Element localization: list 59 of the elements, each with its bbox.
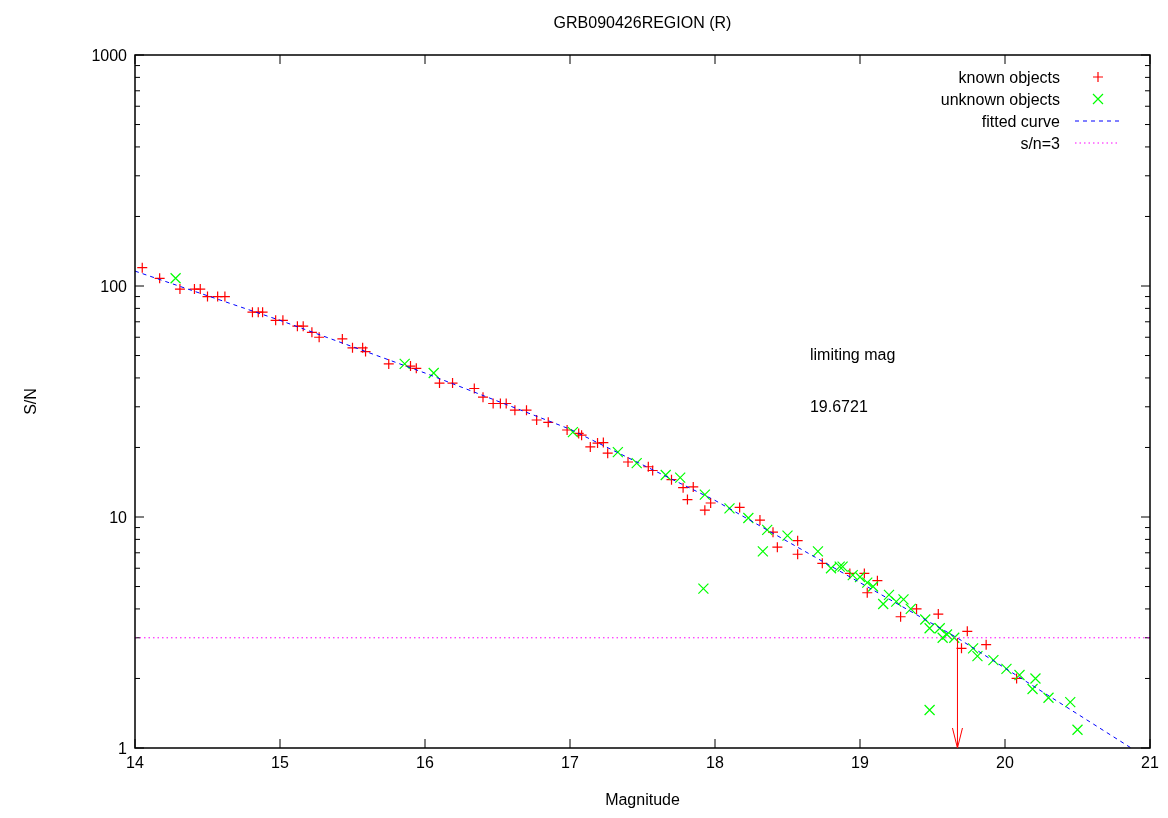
point (987, 654, 999, 666)
point (674, 472, 686, 484)
chart-title: GRB090426REGION (R) (553, 14, 732, 31)
x-tick-label: 15 (271, 754, 289, 771)
point (1013, 669, 1026, 681)
point (170, 272, 182, 284)
x-tick-label: 20 (996, 754, 1014, 771)
point (941, 628, 953, 641)
x-tick-label: 16 (416, 754, 434, 771)
point (867, 580, 879, 593)
point (612, 446, 624, 458)
point (924, 704, 936, 716)
x-tick-label: 19 (851, 754, 869, 771)
point (1026, 683, 1039, 695)
legend-label: fitted curve (981, 113, 1061, 130)
point (905, 603, 917, 615)
point (1029, 672, 1042, 685)
point (967, 642, 979, 654)
legend-label: unknown objects (940, 91, 1060, 108)
point (890, 596, 902, 608)
point (699, 489, 711, 501)
point (723, 502, 736, 514)
point (781, 530, 794, 542)
point (1042, 692, 1055, 704)
point (1064, 696, 1076, 708)
annotation: limiting mag (809, 345, 896, 363)
point (761, 524, 773, 536)
point (1071, 724, 1084, 736)
y-tick-label: 1000 (91, 47, 128, 64)
point (399, 358, 411, 370)
line-series (134, 270, 1132, 749)
point (919, 613, 931, 626)
point (1000, 663, 1013, 675)
y-tick-label: 10 (109, 509, 128, 526)
x-tick-label: 18 (706, 754, 724, 771)
point (861, 577, 873, 589)
x-tick-label: 21 (1141, 754, 1159, 771)
point (660, 469, 672, 481)
point (877, 598, 889, 610)
legend-label: known objects (958, 69, 1060, 86)
point (897, 593, 910, 605)
annotation: 19.6721 (809, 397, 868, 415)
point (567, 426, 579, 438)
point (812, 545, 824, 557)
y-axis-title: S/N (22, 388, 39, 415)
y-tick-label: 100 (100, 278, 128, 295)
point (742, 512, 754, 524)
point (854, 571, 866, 583)
x-axis-title: Magnitude (605, 791, 680, 808)
legend-label: s/n=3 (1020, 135, 1061, 152)
point (883, 589, 895, 601)
point (697, 582, 709, 595)
y-tick-label: 1 (118, 740, 128, 757)
point (631, 457, 643, 469)
point (971, 650, 984, 662)
point (428, 367, 440, 379)
x-tick-label: 14 (126, 754, 144, 771)
x-tick-label: 17 (561, 754, 579, 771)
point (757, 545, 769, 557)
